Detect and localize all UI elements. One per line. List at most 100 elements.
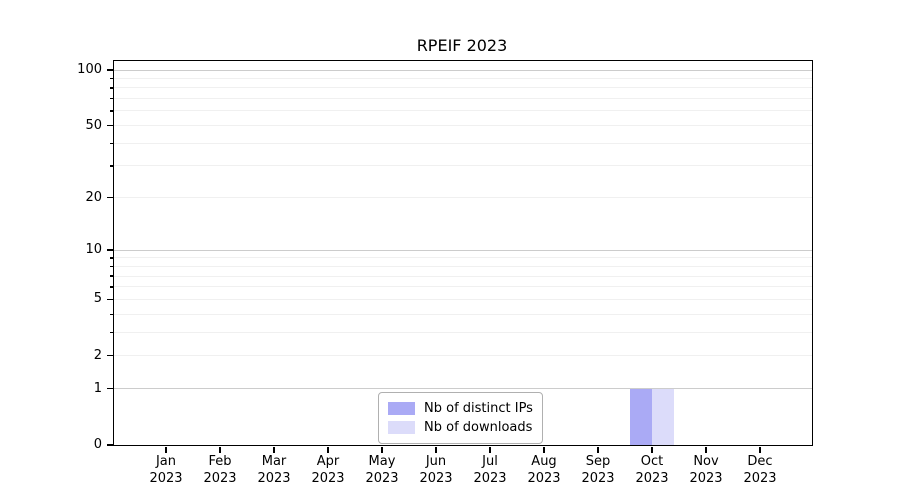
y-tick-label: 5 <box>93 291 102 307</box>
x-tick-month: Sep <box>585 454 611 469</box>
x-tick-label: Apr 2023 <box>298 453 358 487</box>
x-tick-label: Oct 2023 <box>622 453 682 487</box>
x-tick-month: Oct <box>640 454 664 469</box>
x-tick-year: 2023 <box>149 471 183 486</box>
x-tick-year: 2023 <box>527 471 561 486</box>
y-tick-label: 20 <box>85 189 102 205</box>
chart-title: RPEIF 2023 <box>416 36 508 55</box>
x-tick-month: Dec <box>747 454 773 469</box>
y-minor-tick-mark <box>110 265 113 268</box>
x-tick-year: 2023 <box>635 471 669 486</box>
bar-distinct-ips-oct <box>630 388 652 445</box>
x-tick-year: 2023 <box>419 471 453 486</box>
gridline-major <box>114 249 812 251</box>
x-tick-month: May <box>368 454 396 469</box>
x-tick-month: Jul <box>482 454 498 469</box>
x-tick-label: May 2023 <box>352 453 412 487</box>
x-tick-year: 2023 <box>689 471 723 486</box>
x-tick-label: Jun 2023 <box>406 453 466 487</box>
legend-swatch-downloads <box>388 421 415 434</box>
x-tick-mark <box>597 446 599 453</box>
x-tick-month: Nov <box>693 454 719 469</box>
gridline-minor <box>114 142 812 144</box>
x-tick-year: 2023 <box>257 471 291 486</box>
gridline-minor <box>114 77 812 79</box>
gridline-minor <box>114 313 812 315</box>
y-minor-tick-mark <box>110 77 113 80</box>
gridline-minor <box>114 125 812 127</box>
x-tick-label: Feb 2023 <box>190 453 250 487</box>
x-tick-year: 2023 <box>365 471 399 486</box>
x-tick-month: Apr <box>316 454 340 469</box>
gridline-minor <box>114 110 812 112</box>
x-tick-label: Aug 2023 <box>514 453 574 487</box>
y-tick-mark <box>107 298 113 301</box>
y-minor-tick-mark <box>110 275 113 277</box>
gridline-major <box>114 69 812 71</box>
x-tick-label: Jan 2023 <box>136 453 196 487</box>
y-tick-label: 50 <box>85 117 102 133</box>
x-tick-label: Mar 2023 <box>244 453 304 487</box>
gridline-minor <box>114 331 812 333</box>
x-tick-mark <box>651 446 653 453</box>
x-tick-year: 2023 <box>581 471 615 486</box>
x-tick-label: Sep 2023 <box>568 453 628 487</box>
x-tick-label: Jul 2023 <box>460 453 520 487</box>
x-tick-month: Jun <box>425 454 447 469</box>
x-tick-label: Nov 2023 <box>676 453 736 487</box>
x-tick-year: 2023 <box>203 471 237 486</box>
x-tick-mark <box>705 446 707 453</box>
bar-downloads-oct <box>652 388 674 445</box>
y-tick-label: 2 <box>93 347 102 363</box>
y-tick-mark <box>107 355 113 357</box>
x-tick-month: Aug <box>531 454 557 469</box>
x-tick-mark <box>219 446 221 453</box>
gridline-major <box>114 388 812 390</box>
y-tick-mark <box>107 444 113 446</box>
x-tick-mark <box>327 446 329 453</box>
gridline-minor <box>114 197 812 199</box>
x-tick-year: 2023 <box>311 471 345 486</box>
y-tick-mark <box>107 249 113 251</box>
legend-swatch-distinct-ips <box>388 402 415 415</box>
gridline-minor <box>114 275 812 277</box>
y-tick-mark <box>107 196 113 199</box>
y-tick-label: 0 <box>93 437 102 452</box>
gridline-minor <box>114 298 812 300</box>
x-tick-month: Feb <box>208 454 232 469</box>
legend: Nb of distinct IPs Nb of downloads <box>378 392 543 444</box>
y-minor-tick-mark <box>110 97 113 100</box>
x-tick-mark <box>759 446 761 453</box>
gridline-minor <box>114 165 812 167</box>
y-minor-tick-mark <box>110 331 113 334</box>
gridline-minor <box>114 87 812 89</box>
legend-label-distinct-ips: Nb of distinct IPs <box>424 401 533 416</box>
x-tick-mark <box>489 446 491 453</box>
legend-row-downloads: Nb of downloads <box>388 419 533 436</box>
y-minor-tick-mark <box>110 257 113 259</box>
x-tick-mark <box>381 446 383 453</box>
y-tick-mark <box>107 69 113 71</box>
x-tick-mark <box>435 446 437 453</box>
legend-row-distinct-ips: Nb of distinct IPs <box>388 400 533 417</box>
y-tick-label: 10 <box>85 242 102 258</box>
x-tick-mark <box>165 446 167 453</box>
gridline-minor <box>114 265 812 267</box>
x-tick-year: 2023 <box>473 471 507 486</box>
y-minor-tick-mark <box>110 87 113 89</box>
y-tick-mark <box>107 124 113 127</box>
plot-area: 0 1 2 5 10 20 50 100 Jan 2023 Feb 2023 Mar 2023 Apr 202… <box>77 60 813 486</box>
x-tick-month: Mar <box>261 454 287 469</box>
x-tick-mark <box>273 446 275 453</box>
gridline-minor <box>114 286 812 288</box>
y-minor-tick-mark <box>110 110 113 112</box>
gridline-minor <box>114 98 812 100</box>
legend-label-downloads: Nb of downloads <box>424 420 533 435</box>
y-minor-tick-mark <box>110 142 113 144</box>
gridline-minor <box>114 355 812 357</box>
y-minor-tick-mark <box>110 313 113 315</box>
x-tick-year: 2023 <box>743 471 777 486</box>
x-tick-month: Jan <box>155 454 177 469</box>
x-tick-mark <box>543 446 545 453</box>
